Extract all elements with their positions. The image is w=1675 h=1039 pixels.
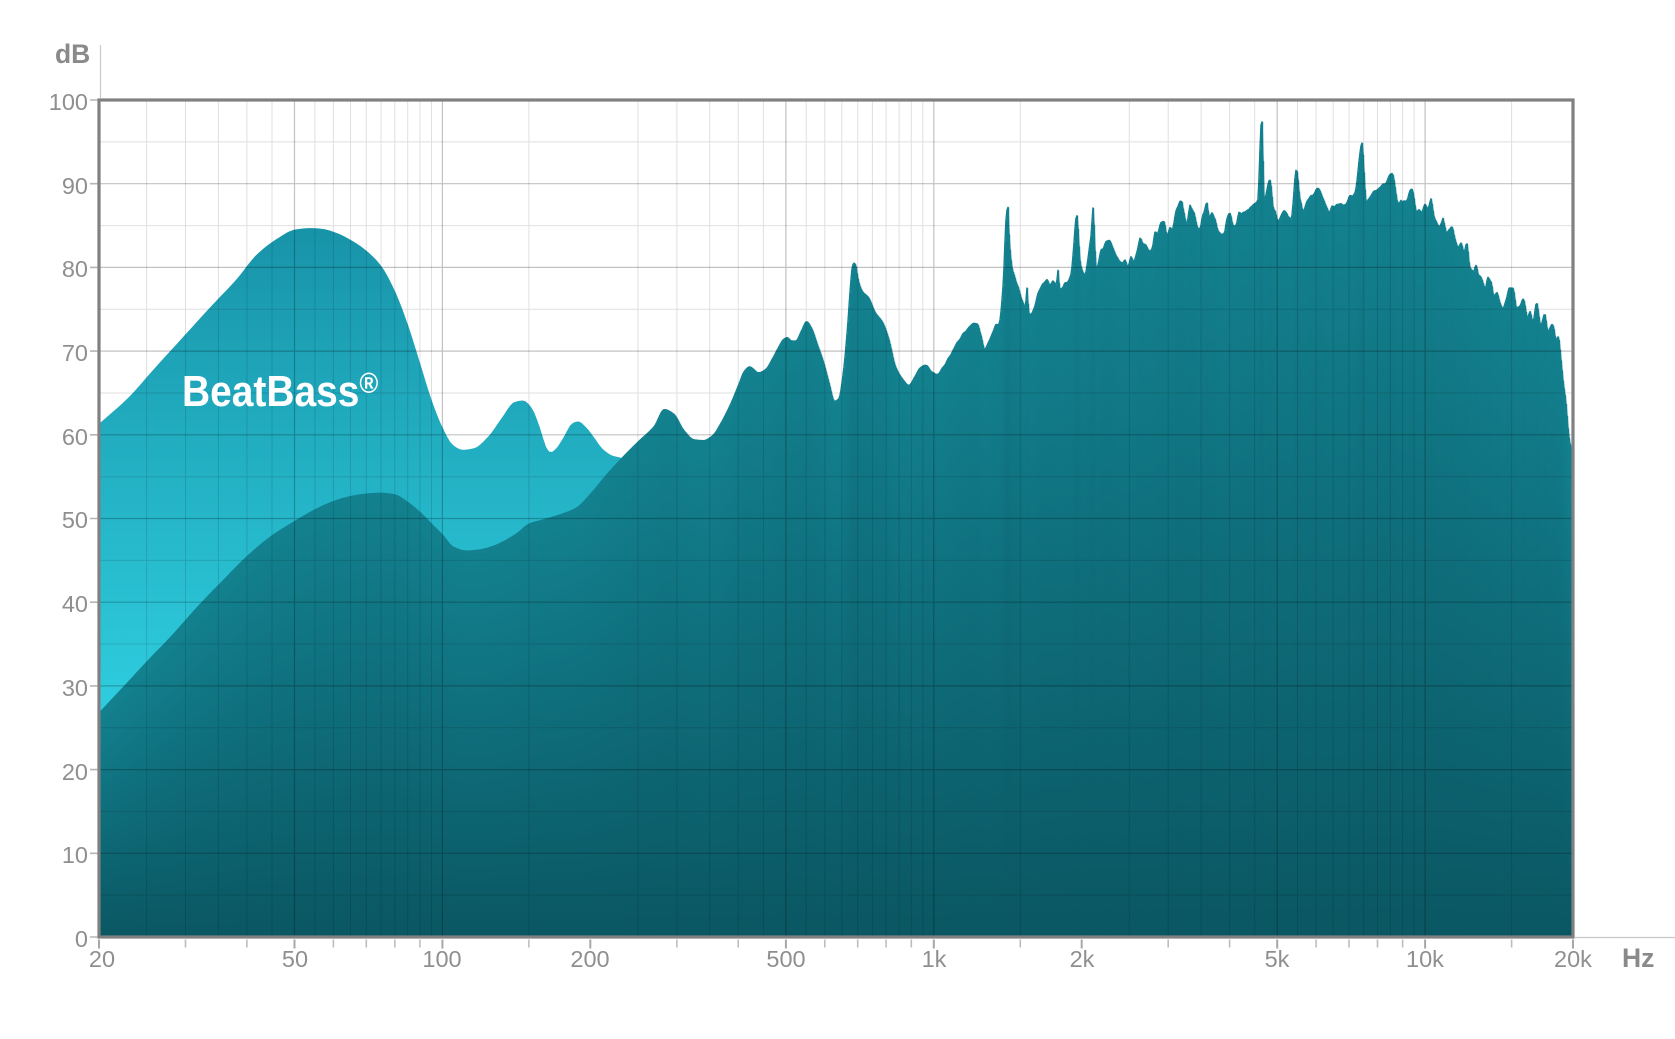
svg-text:30: 30 [62,675,88,701]
svg-text:Hz: Hz [1622,943,1654,973]
svg-text:0: 0 [75,926,88,952]
svg-text:20: 20 [62,759,88,785]
svg-text:1k: 1k [922,946,947,972]
svg-text:dB: dB [55,39,90,69]
svg-text:100: 100 [422,946,461,972]
svg-text:20: 20 [89,946,115,972]
svg-text:10: 10 [62,842,88,868]
svg-text:90: 90 [62,173,88,199]
svg-text:20k: 20k [1554,946,1592,972]
svg-text:500: 500 [766,946,805,972]
svg-text:80: 80 [62,256,88,282]
svg-text:200: 200 [570,946,609,972]
svg-text:40: 40 [62,591,88,617]
svg-text:5k: 5k [1265,946,1290,972]
svg-text:2k: 2k [1070,946,1095,972]
svg-text:70: 70 [62,340,88,366]
svg-text:60: 60 [62,424,88,450]
svg-text:50: 50 [282,946,308,972]
svg-text:100: 100 [49,89,88,115]
svg-text:50: 50 [62,507,88,533]
svg-text:BeatBass®: BeatBass® [182,366,378,416]
svg-text:10k: 10k [1406,946,1444,972]
